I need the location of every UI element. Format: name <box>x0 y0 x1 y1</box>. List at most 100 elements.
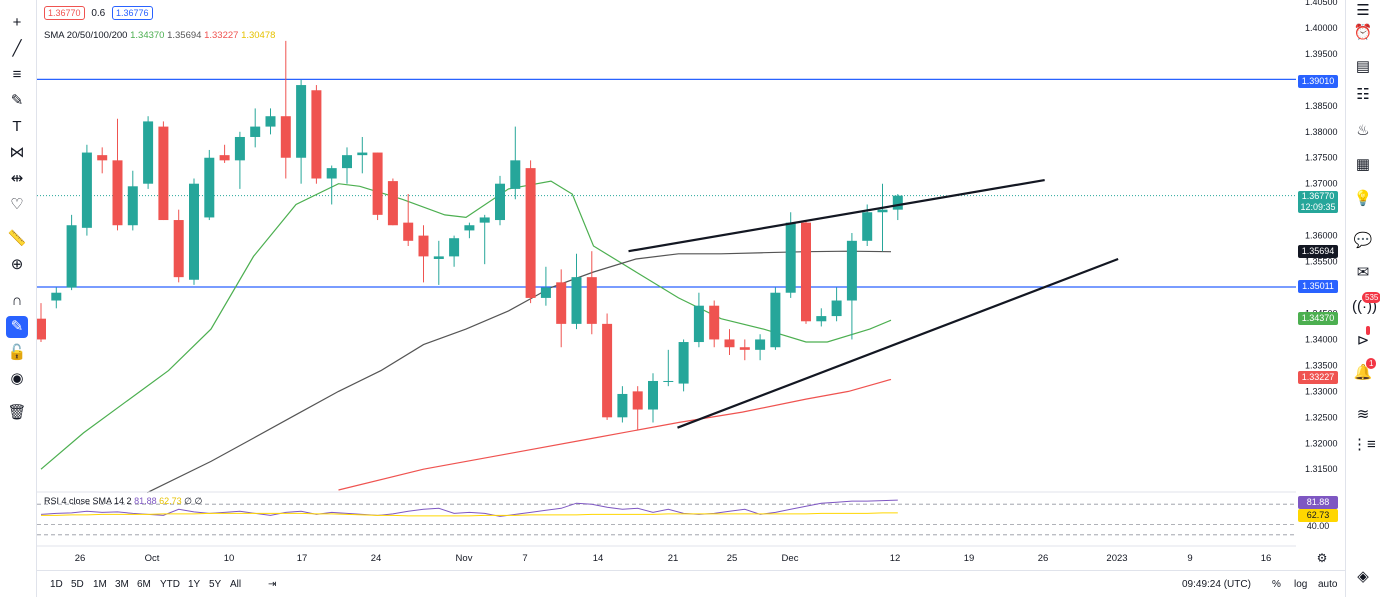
candle <box>678 339 689 392</box>
settings-icon[interactable]: ⚙ <box>1317 551 1328 565</box>
candle-body <box>648 380 658 410</box>
fib-icon[interactable]: ≡ <box>12 66 22 83</box>
depth-icon[interactable]: ≋ <box>1356 406 1370 423</box>
zoom-icon[interactable]: ⊕ <box>10 256 24 273</box>
candle <box>403 194 414 246</box>
pattern-icon[interactable]: ⋈ <box>9 144 25 161</box>
brush-icon[interactable]: ✎ <box>10 92 24 109</box>
candle-body <box>831 300 842 317</box>
eye-icon[interactable]: ◉ <box>10 370 24 387</box>
support-price-tag: 1.35011 <box>1298 280 1338 293</box>
candle-body <box>372 152 383 215</box>
sma20-value: 1.34370 <box>130 30 165 41</box>
date-range-icon[interactable]: ⇥ <box>268 579 277 590</box>
buy-button[interactable]: 1.36776 <box>112 6 153 20</box>
sma-line-sma-50 <box>147 250 892 494</box>
candle <box>525 160 536 304</box>
line-tool-icon[interactable]: ╱ <box>12 40 22 57</box>
calculator-icon[interactable]: ▦ <box>1355 156 1371 173</box>
candle-body <box>617 393 628 418</box>
candle <box>173 209 184 283</box>
candle-body <box>525 168 536 298</box>
range-1d[interactable]: 1D <box>50 579 63 590</box>
range-all[interactable]: All <box>230 579 242 590</box>
clock[interactable]: 09:49:24 (UTC) <box>1182 579 1251 590</box>
time-axis-label: 21 <box>668 553 679 564</box>
rsi-line <box>40 499 898 517</box>
price-axis-label: 1.38000 <box>1305 127 1338 137</box>
candle-body <box>862 212 873 241</box>
candle <box>479 214 490 265</box>
lock-icon[interactable]: 🔓 <box>7 344 27 361</box>
chat-icon[interactable]: 💬 <box>1353 232 1373 249</box>
crosshair-icon[interactable]: + <box>12 14 22 31</box>
rsi-price-tag: 81.88 <box>1298 496 1338 509</box>
candle-body <box>311 90 322 179</box>
candle <box>250 108 261 148</box>
projection-icon[interactable]: ⇹ <box>10 170 24 187</box>
candle <box>648 373 658 423</box>
candle <box>724 329 735 356</box>
candle-body <box>846 240 857 301</box>
magnet-icon[interactable]: ∩ <box>11 292 23 309</box>
candle <box>602 313 613 420</box>
candle <box>36 303 46 343</box>
candle-body <box>387 181 398 226</box>
sma-legend-label: SMA 20/50/100/200 <box>44 30 128 41</box>
candle-body <box>97 155 108 161</box>
log-toggle[interactable]: log <box>1294 579 1308 590</box>
news-icon[interactable]: ▤ <box>1355 58 1371 75</box>
candle-body <box>877 209 888 213</box>
notes-icon[interactable]: ✉ <box>1356 264 1370 281</box>
sell-button[interactable]: 1.36770 <box>44 6 85 20</box>
trash-icon[interactable]: 🗑 <box>7 404 27 421</box>
candle <box>617 386 628 423</box>
lock-drawing-icon[interactable]: ✎ <box>6 316 28 338</box>
calendar-icon[interactable]: ☷ <box>1356 86 1370 103</box>
range-5y[interactable]: 5Y <box>209 579 222 590</box>
candle-body <box>173 220 184 278</box>
candle <box>280 40 291 179</box>
candle <box>265 108 276 135</box>
widget-toolbar: ☰ ⏰ ▤ ☷ ♨ ▦ 💡 💬 ✉ ((·)) 535 ⊳ 🔔 1 ≋ ⋮≡ ◈ <box>1345 0 1380 597</box>
candle <box>693 292 704 348</box>
candle-body <box>586 277 597 324</box>
candle <box>831 287 842 322</box>
candle <box>387 178 398 226</box>
range-5d[interactable]: 5D <box>71 579 84 590</box>
watchlist-icon[interactable]: ☰ <box>1356 2 1370 19</box>
alarm-icon[interactable]: ⏰ <box>1353 24 1373 41</box>
candle <box>632 386 643 431</box>
candle-body <box>189 183 199 280</box>
hotlist-icon[interactable]: ♨ <box>1356 122 1370 139</box>
idea-icon[interactable]: 💡 <box>1353 190 1373 207</box>
auto-toggle[interactable]: auto <box>1318 579 1338 590</box>
layers-icon[interactable]: ◈ <box>1357 568 1369 585</box>
heart-icon[interactable]: ♡ <box>10 196 24 213</box>
range-6m[interactable]: 6M <box>137 579 151 590</box>
candle-body <box>464 225 475 231</box>
price-axis-label: 1.36000 <box>1305 231 1338 241</box>
candle <box>755 334 766 361</box>
candle <box>97 147 108 174</box>
candle-body <box>495 183 505 221</box>
alert-dot <box>1366 326 1370 335</box>
percent-toggle[interactable]: % <box>1272 579 1281 590</box>
candle <box>372 152 383 221</box>
ruler-icon[interactable]: 📏 <box>7 230 27 247</box>
candle-body <box>693 305 704 343</box>
price-axis-label: 1.33000 <box>1305 386 1338 396</box>
candle <box>464 222 475 239</box>
range-1y[interactable]: 1Y <box>188 579 201 590</box>
alert-count-badge: 1 <box>1366 358 1377 369</box>
candle <box>846 233 857 340</box>
text-icon[interactable]: T <box>12 118 22 135</box>
replay-icon[interactable]: ⊳ <box>1356 332 1370 349</box>
price-axis-label: 1.31500 <box>1305 464 1338 474</box>
candle <box>296 79 307 184</box>
range-1m[interactable]: 1M <box>93 579 107 590</box>
range-ytd[interactable]: YTD <box>160 579 180 590</box>
range-3m[interactable]: 3M <box>115 579 129 590</box>
data-window-icon[interactable]: ⋮≡ <box>1352 436 1376 453</box>
